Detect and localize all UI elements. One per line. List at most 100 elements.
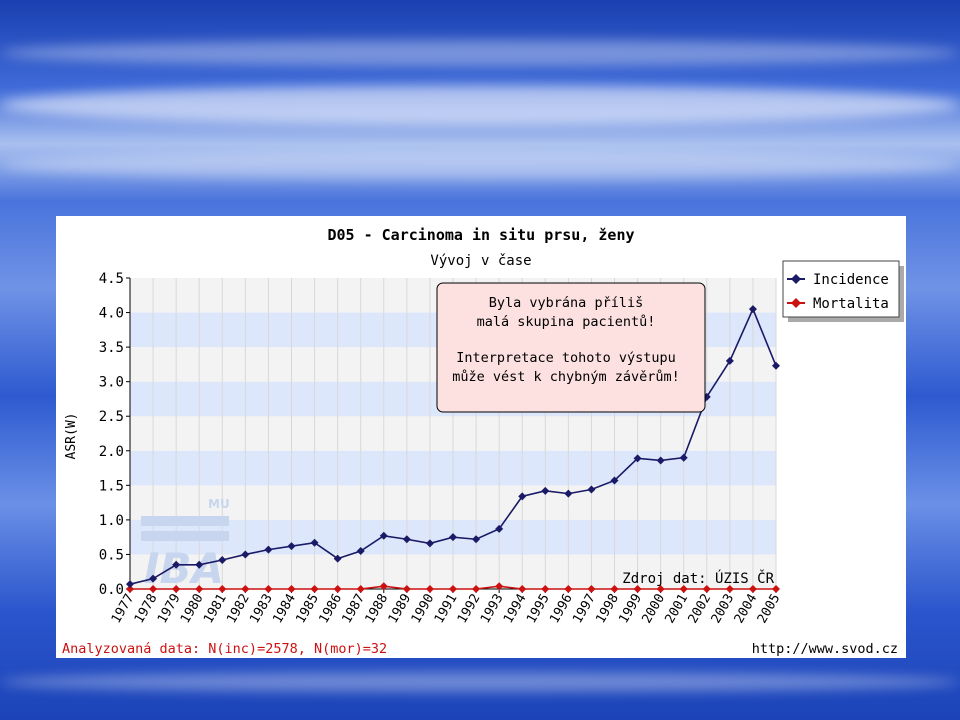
data-point-incidence (679, 453, 688, 462)
data-point-mortalita (564, 585, 573, 593)
data-point-incidence (610, 476, 619, 485)
data-point-incidence (241, 550, 250, 559)
y-tick-label: 4.5 (99, 271, 124, 287)
data-point-incidence (587, 485, 596, 494)
watermark-bar (141, 531, 229, 541)
data-point-mortalita (241, 585, 250, 593)
data-point-incidence (356, 546, 365, 555)
footer-analyzed-data: Analyzovaná data: N(inc)=2578, N(mor)=32 (62, 641, 387, 657)
data-point-incidence (449, 533, 457, 542)
data-point-mortalita (264, 585, 273, 593)
x-tick-label: 1982 (224, 592, 253, 627)
x-tick-label: 1993 (478, 592, 507, 627)
data-point-mortalita (172, 585, 181, 593)
chart-title: D05 - Carcinoma in situ prsu, ženy (327, 226, 634, 244)
data-point-incidence (495, 524, 504, 533)
data-point-mortalita (310, 585, 319, 593)
x-tick-label: 1991 (432, 592, 461, 627)
data-point-mortalita (587, 585, 596, 593)
data-point-incidence (772, 361, 780, 370)
data-point-incidence (149, 574, 158, 583)
legend: Incidence Mortalita (782, 260, 904, 322)
data-point-mortalita (333, 585, 342, 593)
data-point-incidence (310, 538, 319, 547)
x-tick-label: 1987 (340, 592, 369, 627)
warning-box: Byla vybrána příliš malá skupina pacient… (436, 282, 706, 413)
data-point-mortalita (679, 585, 688, 593)
chart-subtitle: Vývoj v čase (430, 253, 531, 269)
data-point-mortalita (610, 585, 619, 593)
data-point-mortalita (702, 585, 711, 593)
warning-line-2: malá skupina pacientů! (477, 314, 656, 330)
data-point-incidence (633, 454, 642, 463)
y-axis-label: ASR(W) (64, 413, 79, 460)
watermark-logo-subtext: MU (208, 497, 230, 511)
data-point-mortalita (541, 585, 550, 593)
x-tick-label: 1988 (363, 592, 392, 627)
x-tick-label: 1989 (386, 592, 415, 627)
y-tick-label: 4.0 (99, 306, 124, 322)
data-point-incidence (402, 535, 411, 544)
watermark-logo-text: IBA (144, 544, 224, 593)
x-tick-label: 1994 (501, 591, 530, 626)
data-point-incidence (264, 545, 273, 554)
data-point-incidence (218, 555, 227, 564)
x-tick-label: 1978 (132, 592, 161, 627)
legend-mortalita-label: Mortalita (813, 296, 889, 312)
x-tick-label: 1997 (570, 592, 599, 627)
y-tick-label: 1.0 (99, 513, 124, 529)
data-point-incidence (425, 539, 434, 548)
data-point-incidence (541, 486, 550, 495)
data-point-mortalita (725, 585, 734, 593)
data-point-mortalita (472, 585, 481, 593)
data-point-mortalita (379, 582, 388, 591)
data-point-mortalita (126, 585, 134, 593)
x-tick-label: 2001 (663, 592, 692, 627)
x-tick-label: 1981 (201, 592, 230, 627)
data-point-mortalita (356, 585, 365, 593)
x-tick-label: 1985 (293, 592, 322, 627)
data-point-mortalita (449, 585, 457, 593)
data-point-incidence (564, 489, 573, 498)
warning-line-3: Interpretace tohoto výstupu (456, 350, 675, 366)
x-tick-label: 2003 (709, 592, 738, 627)
x-tick-label: 1998 (593, 592, 622, 627)
data-point-mortalita (195, 585, 204, 593)
data-point-mortalita (218, 585, 227, 593)
data-point-incidence (748, 305, 757, 314)
data-point-incidence (195, 560, 204, 569)
footer-url: http://www.svod.cz (752, 641, 898, 657)
chart-svg: IBA MU 0.0 0.5 1.0 1.5 2.0 2.5 3.0 3.5 4.0 4.5 197… (62, 226, 904, 657)
x-tick-label: 1996 (547, 592, 576, 627)
x-tick-label: 2004 (732, 591, 761, 626)
data-point-incidence (172, 560, 181, 569)
data-point-mortalita (633, 585, 642, 593)
legend-incidence-label: Incidence (813, 272, 889, 288)
watermark-bar (141, 516, 229, 526)
x-tick-label: 1980 (178, 592, 207, 627)
data-point-incidence (472, 535, 481, 544)
data-point-mortalita (149, 585, 158, 593)
x-tick-label: 1984 (270, 591, 299, 626)
warning-line-1: Byla vybrána příliš (489, 295, 643, 311)
source-note: Zdroj dat: ÚZIS ČR (622, 569, 774, 587)
data-point-incidence (518, 492, 527, 501)
x-tick-label: 1990 (409, 592, 438, 627)
y-tick-label: 2.5 (99, 409, 124, 425)
data-point-incidence (379, 531, 388, 540)
chart-panel: IBA MU 0.0 0.5 1.0 1.5 2.0 2.5 3.0 3.5 4.0 4.5 197… (56, 216, 906, 658)
data-point-mortalita (402, 585, 411, 593)
data-point-mortalita (425, 585, 434, 593)
x-tick-label: 1979 (155, 592, 184, 627)
warning-line-4: může vést k chybným závěrům! (452, 369, 680, 385)
data-point-mortalita (656, 585, 665, 593)
x-tick-label: 1995 (524, 592, 553, 627)
data-point-incidence (656, 456, 665, 465)
x-tick-label: 1983 (247, 592, 276, 627)
data-point-mortalita (772, 585, 780, 593)
x-tick-label: 2005 (755, 592, 784, 627)
data-point-mortalita (287, 585, 296, 593)
x-tick-label: 2000 (639, 592, 668, 627)
x-tick-label: 2002 (686, 592, 715, 627)
data-point-mortalita (495, 582, 504, 591)
